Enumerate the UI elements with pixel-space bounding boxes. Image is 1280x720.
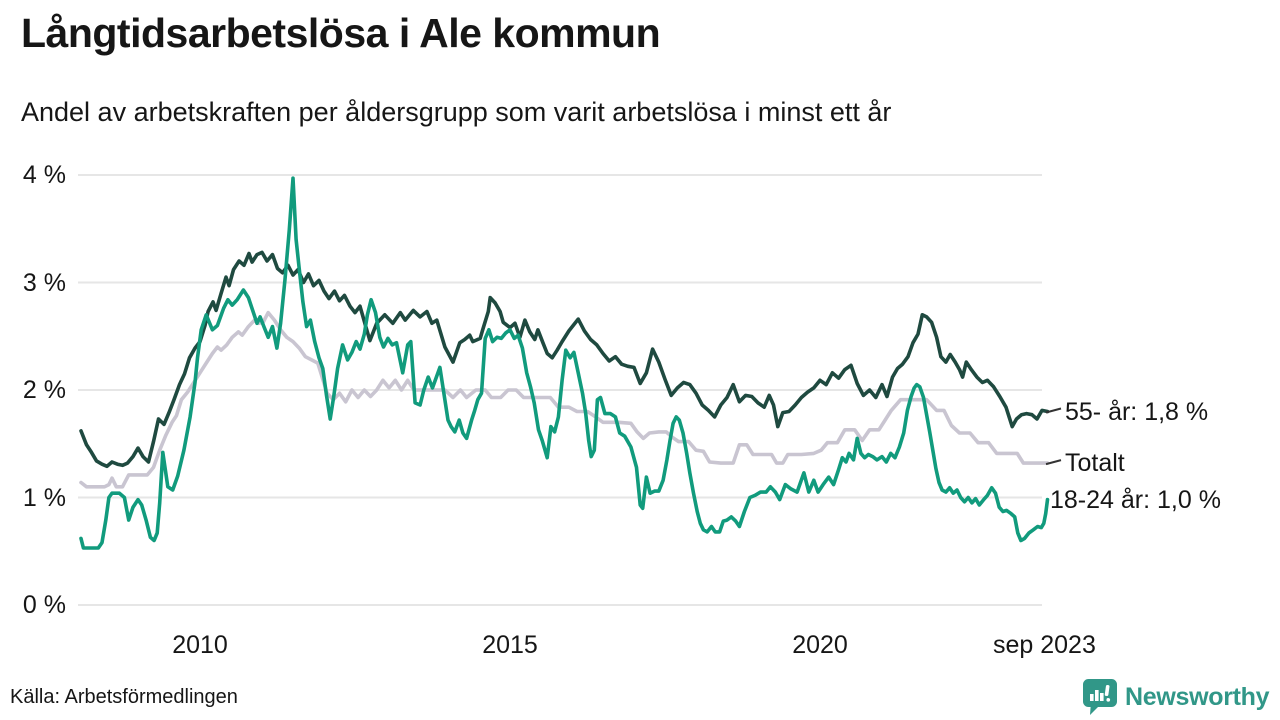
x-axis-tick-label: 2020 (792, 631, 848, 659)
series-label-dash (1045, 459, 1062, 466)
page-title: Långtidsarbetslösa i Ale kommun (21, 10, 661, 56)
series-line-totalt (79, 310, 1050, 489)
series-end-label-18-24-r: 18-24 år: 1,0 % (1050, 485, 1221, 514)
speech-bubble-bar-chart-icon (1082, 678, 1118, 717)
series-end-label-totalt: Totalt (1065, 449, 1125, 478)
series-label-dash (1045, 407, 1062, 414)
x-axis-tick-label: 2010 (172, 631, 228, 659)
series-line-55-r (79, 250, 1050, 469)
series-end-label-55-r: 55- år: 1,8 % (1065, 397, 1209, 426)
y-axis-tick-label: 0 % (22, 591, 66, 619)
x-axis-tick-label: sep 2023 (993, 631, 1096, 659)
source-note: Källa: Arbetsförmedlingen (10, 686, 238, 708)
brand-name: Newsworthy (1125, 683, 1270, 711)
series-line-18-24-r (79, 176, 1050, 550)
x-axis-tick-label: 2015 (482, 631, 538, 659)
y-axis-tick-label: 3 % (22, 268, 66, 297)
brand-logo: Newsworthy (1082, 678, 1270, 717)
page-subtitle: Andel av arbetskraften per åldersgrupp s… (21, 97, 892, 127)
y-axis-tick-label: 1 % (22, 483, 66, 512)
y-axis-tick-label: 2 % (22, 376, 66, 404)
y-axis-tick-label: 4 % (22, 161, 66, 189)
